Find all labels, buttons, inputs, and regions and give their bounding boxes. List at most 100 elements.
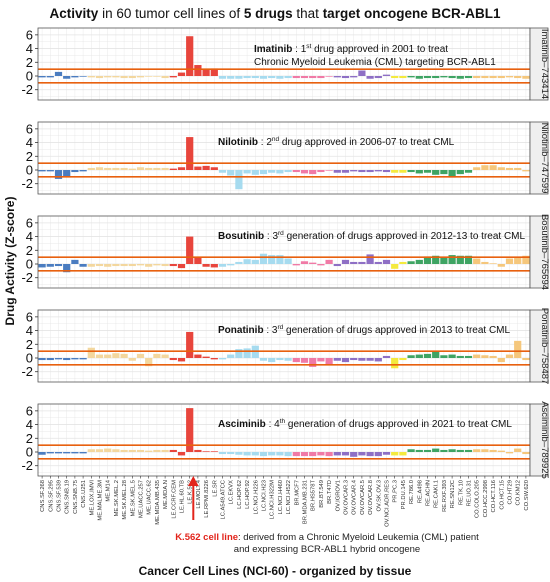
bar-LE.SR xyxy=(210,451,218,452)
bar-RE.ACHN xyxy=(423,449,432,452)
bar-OV.NCI.ADR.RES xyxy=(382,74,391,76)
bar-PR.PC.3 xyxy=(391,170,399,173)
bar-ME.MDA.N xyxy=(161,449,169,452)
bar-CNS.SNB.19 xyxy=(63,76,71,79)
bar-LC.NCI.H460 xyxy=(276,358,284,361)
bar-LE.RPMI.8226 xyxy=(202,69,210,76)
bar-CNS.SF.295 xyxy=(46,452,54,454)
bar-CO.HCT.116 xyxy=(489,449,497,452)
bar-CO.HT29 xyxy=(505,167,514,170)
x-tick-label: ME.LOX.IMVI xyxy=(89,480,95,516)
bar-RE.RXF.393 xyxy=(440,170,448,175)
bar-ME.SK.MEL.5 xyxy=(128,168,136,170)
bar-LE.HL.60.TB xyxy=(177,167,186,170)
x-tick-label: BR.HS578T xyxy=(311,480,317,511)
y-tick-label: 0 xyxy=(26,351,33,366)
bar-CNS.SNB.19 xyxy=(63,264,71,273)
bar-LC.NCI.H322M xyxy=(268,170,276,173)
bar-OV.OVCAR.5 xyxy=(358,452,366,456)
bar-LC.NCI.H226 xyxy=(251,170,259,175)
panel-background xyxy=(38,28,530,100)
annotation: Asciminib : 4th generation of drugs appr… xyxy=(218,418,512,430)
bar-ME.SK.MEL.2 xyxy=(112,167,120,170)
bar-CO.HT29 xyxy=(505,354,514,358)
y-tick-label: 6 xyxy=(26,27,33,42)
bar-ME.M14 xyxy=(104,264,112,267)
bar-LC.EKVX xyxy=(227,76,235,79)
bar-BR.HS578T xyxy=(309,76,317,79)
bar-LC.NCI.H322M xyxy=(268,255,276,264)
bar-OV.OVCAR.3 xyxy=(341,259,350,264)
x-tick-label: RE.SN12C xyxy=(450,480,456,508)
x-tick-label: CNS.SF.268 xyxy=(40,480,46,512)
panel-background xyxy=(38,216,530,288)
bar-OV.OVCAR.8 xyxy=(366,170,374,173)
bar-OV.OVCAR.4 xyxy=(350,170,358,172)
bar-ME.UACC.257 xyxy=(136,264,145,266)
bar-CNS.SNB.75 xyxy=(71,76,79,78)
x-tick-label: LE.K.562 xyxy=(188,480,194,504)
bar-ME.MALME.3M xyxy=(95,264,104,267)
annotation-colon: : xyxy=(266,419,274,430)
bar-ME.MDA.MB.435 xyxy=(153,353,161,358)
x-tick-label: CO.HCT.116 xyxy=(491,480,497,512)
bar-OV.OVCAR.3 xyxy=(341,76,350,79)
annotation: Imatinib : 1st drug approved in 2001 to … xyxy=(254,43,448,55)
bar-OV.NCI.ADR.RES xyxy=(382,452,391,455)
bar-LC.A549.ATCC xyxy=(218,76,227,79)
bar-CNS.SF.539 xyxy=(54,71,63,76)
panel-strip xyxy=(529,403,549,477)
bar-BR.T47D xyxy=(325,452,333,457)
x-tick-label: ME.SK.MEL.5 xyxy=(130,480,136,516)
y-tick-label: -2 xyxy=(21,176,33,191)
x-tick-label: BR.MDA.MB.231 xyxy=(303,480,309,524)
y-tick-label: 2 xyxy=(26,431,33,446)
bar-PR.PC.3 xyxy=(391,76,399,79)
annotation-drug: Bosutinib xyxy=(218,231,264,242)
bar-RE.A498 xyxy=(415,259,423,264)
bar-BR.HS578T xyxy=(309,170,317,175)
x-tick-label: ME.MDA.MB.435 xyxy=(155,480,161,525)
bar-RE.TK.10 xyxy=(456,449,464,452)
bar-ME.MDA.N xyxy=(161,167,169,170)
bar-ME.UACC.62 xyxy=(145,76,153,77)
bar-RE.UO.31 xyxy=(464,449,473,452)
x-tick-label: CNS.SF.539 xyxy=(57,480,63,512)
annotation-drug: Nilotinib xyxy=(218,137,258,148)
annotation-line1: generation of drugs approved in 2021 to … xyxy=(285,419,512,430)
bar-RE.SN12C xyxy=(448,76,456,79)
bar-BR.MDA.MB.231 xyxy=(300,76,309,79)
x-tick-label: BR.T47D xyxy=(327,480,333,504)
highlight-note: K.562 cell line: derived from a Chronic … xyxy=(175,532,479,543)
x-tick-label: LE.CCRF.CEM xyxy=(171,480,177,519)
bar-LC.NCI.H23 xyxy=(259,253,268,264)
bar-LE.HL.60.TB xyxy=(177,452,186,456)
bar-ME.UACC.257 xyxy=(136,167,145,170)
bar-CO.HCT.15 xyxy=(497,358,505,363)
x-tick-label: PR.DU.145 xyxy=(401,480,407,509)
bar-RE.CAKI.1 xyxy=(432,76,440,79)
bar-ME.UACC.257 xyxy=(136,449,145,452)
bar-RE.SN12C xyxy=(448,449,456,452)
bar-LE.MOLT.4 xyxy=(194,166,202,170)
y-tick-label: 4 xyxy=(26,41,33,56)
annotation-rank: 3 xyxy=(272,231,278,242)
bar-RE.SN12C xyxy=(448,255,456,264)
bar-OV.OVCAR.5 xyxy=(358,261,366,264)
bar-BR.MDA.MB.231 xyxy=(300,261,309,264)
bar-RE.UO.31 xyxy=(464,76,473,79)
bar-BR.BT.549 xyxy=(317,170,325,173)
bar-RE.A498 xyxy=(415,354,423,358)
bar-RE.786.0 xyxy=(407,76,415,78)
bar-RE.TK.10 xyxy=(456,255,464,264)
x-tick-label: BR.MCF7 xyxy=(294,480,300,505)
bar-LE.K.562 xyxy=(186,137,194,170)
bar-LE.SR xyxy=(210,68,218,76)
x-tick-label: RE.786.0 xyxy=(409,480,415,504)
bar-LE.RPMI.8226 xyxy=(202,165,210,170)
panel-strip xyxy=(529,27,549,101)
bar-LC.HOP.62 xyxy=(235,76,243,79)
bar-CO.HCT.15 xyxy=(497,167,505,170)
bar-RE.SN12C xyxy=(448,354,456,358)
bar-LC.HOP.92 xyxy=(243,170,251,174)
